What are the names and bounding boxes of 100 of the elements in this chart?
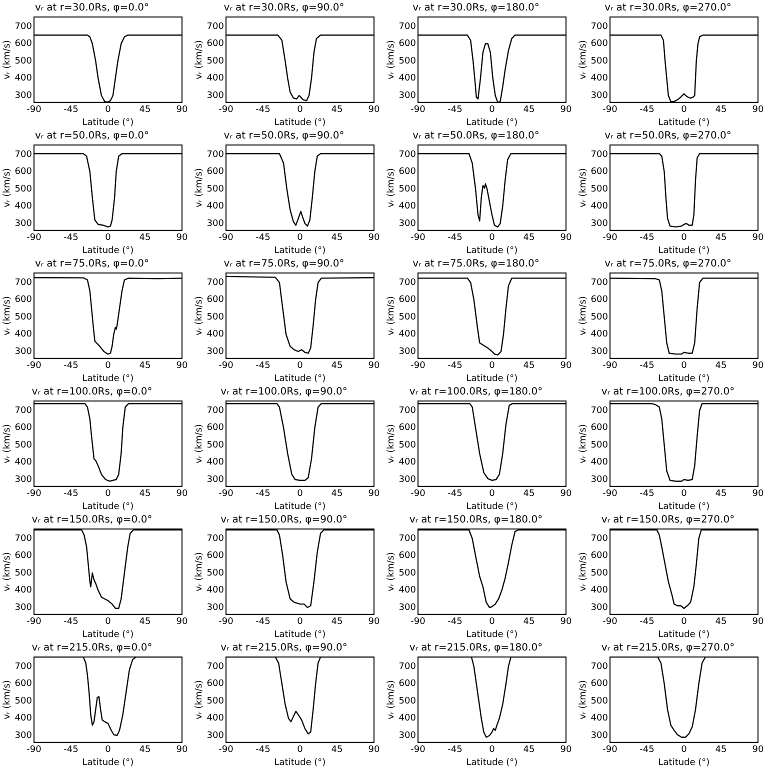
y-axis-title: vᵣ (km/s) xyxy=(2,552,13,592)
x-axis-title: Latitude (°) xyxy=(466,630,518,640)
y-tick-label: 500 xyxy=(590,568,608,578)
y-tick-label: 400 xyxy=(590,74,608,84)
x-tick-label: 0 xyxy=(297,617,304,628)
y-tick-label: 700 xyxy=(398,534,416,544)
chart-title: vᵣ at r=215.0Rs, φ=0.0° xyxy=(32,642,152,654)
y-tick-label: 400 xyxy=(590,330,608,340)
y-tick-label: 400 xyxy=(398,74,416,84)
x-tick-label: 0 xyxy=(681,617,688,628)
x-tick-label: 45 xyxy=(715,617,727,628)
x-tick-label: -45 xyxy=(448,105,462,116)
y-axis-title: vᵣ (km/s) xyxy=(2,680,13,720)
y-tick-label: 600 xyxy=(206,551,224,562)
x-tick-label: 45 xyxy=(523,745,535,756)
y-tick-label: 600 xyxy=(14,295,32,306)
y-tick-label: 500 xyxy=(398,568,416,578)
y-tick-label: 300 xyxy=(590,90,608,101)
y-tick-label: 500 xyxy=(590,56,608,66)
x-tick-label: -90 xyxy=(26,233,42,244)
y-tick-label: 500 xyxy=(398,696,416,706)
x-axis-title: Latitude (°) xyxy=(82,374,134,384)
y-tick-label: 700 xyxy=(14,406,32,416)
y-tick-label: 700 xyxy=(398,22,416,32)
x-tick-label: -45 xyxy=(256,233,270,244)
y-tick-label: 700 xyxy=(14,534,32,544)
y-tick-label: 600 xyxy=(14,39,32,50)
y-tick-label: 400 xyxy=(206,458,224,468)
x-tick-label: 45 xyxy=(715,745,727,756)
y-tick-label: 600 xyxy=(590,167,608,178)
y-tick-label: 400 xyxy=(206,586,224,596)
y-tick-label: 700 xyxy=(206,662,224,672)
y-tick-label: 500 xyxy=(206,696,224,706)
y-tick-label: 700 xyxy=(14,278,32,288)
x-tick-label: -45 xyxy=(640,233,654,244)
y-tick-label: 500 xyxy=(206,312,224,322)
y-tick-label: 300 xyxy=(398,346,416,357)
x-axis-title: Latitude (°) xyxy=(658,118,710,128)
x-tick-label: 0 xyxy=(681,233,688,244)
x-tick-label: 45 xyxy=(715,105,727,116)
x-axis-title: Latitude (°) xyxy=(274,374,326,384)
x-tick-label: -45 xyxy=(64,745,78,756)
x-tick-label: -90 xyxy=(602,489,618,500)
y-axis-title: vᵣ (km/s) xyxy=(386,424,397,464)
y-axis-title: vᵣ (km/s) xyxy=(578,424,589,464)
y-tick-label: 300 xyxy=(206,90,224,101)
x-tick-label: 0 xyxy=(489,105,496,116)
x-axis-title: Latitude (°) xyxy=(658,246,710,256)
y-tick-label: 300 xyxy=(398,602,416,613)
y-tick-label: 500 xyxy=(14,696,32,706)
x-tick-label: 0 xyxy=(489,233,496,244)
y-tick-label: 700 xyxy=(206,406,224,416)
x-axis-title: Latitude (°) xyxy=(274,630,326,640)
y-axis-title: vᵣ (km/s) xyxy=(578,552,589,592)
x-tick-label: -90 xyxy=(218,489,234,500)
x-tick-label: -90 xyxy=(26,617,42,628)
x-tick-label: 45 xyxy=(331,233,343,244)
y-tick-label: 700 xyxy=(590,278,608,288)
x-tick-label: 45 xyxy=(139,105,151,116)
x-tick-label: 45 xyxy=(523,233,535,244)
y-tick-label: 600 xyxy=(206,423,224,434)
y-axis-title: vᵣ (km/s) xyxy=(386,296,397,336)
y-tick-label: 500 xyxy=(398,440,416,450)
y-tick-label: 600 xyxy=(398,295,416,306)
y-tick-label: 300 xyxy=(398,730,416,741)
x-tick-label: -45 xyxy=(256,105,270,116)
x-tick-label: 0 xyxy=(105,361,112,372)
x-tick-label: 45 xyxy=(523,361,535,372)
x-axis-title: Latitude (°) xyxy=(274,758,326,768)
y-tick-label: 400 xyxy=(14,330,32,340)
x-tick-label: -45 xyxy=(448,745,462,756)
x-axis-title: Latitude (°) xyxy=(466,374,518,384)
x-tick-label: -45 xyxy=(64,617,78,628)
x-tick-label: -90 xyxy=(410,617,426,628)
chart-title: vᵣ at r=150.0Rs, φ=180.0° xyxy=(409,514,543,526)
x-tick-label: 45 xyxy=(139,361,151,372)
chart-title: vᵣ at r=100.0Rs, φ=0.0° xyxy=(32,386,152,398)
y-tick-label: 400 xyxy=(398,330,416,340)
x-tick-label: -90 xyxy=(218,745,234,756)
y-tick-label: 700 xyxy=(398,406,416,416)
y-tick-label: 500 xyxy=(398,312,416,322)
chart-title: vᵣ at r=30.0Rs, φ=0.0° xyxy=(34,2,150,14)
x-tick-label: 0 xyxy=(105,617,112,628)
x-tick-label: -90 xyxy=(410,105,426,116)
y-tick-label: 400 xyxy=(398,458,416,468)
x-tick-label: 0 xyxy=(297,361,304,372)
y-tick-label: 600 xyxy=(398,167,416,178)
x-tick-label: 45 xyxy=(523,489,535,500)
y-tick-label: 600 xyxy=(590,679,608,690)
x-tick-label: 90 xyxy=(752,233,764,244)
x-tick-label: 90 xyxy=(368,489,380,500)
x-tick-label: 45 xyxy=(523,105,535,116)
x-tick-label: -90 xyxy=(26,745,42,756)
x-tick-label: -45 xyxy=(64,489,78,500)
x-tick-label: -90 xyxy=(218,617,234,628)
x-tick-label: 90 xyxy=(176,617,188,628)
x-axis-title: Latitude (°) xyxy=(466,758,518,768)
x-tick-label: 90 xyxy=(368,105,380,116)
chart-title: vᵣ at r=75.0Rs, φ=270.0° xyxy=(604,258,732,270)
y-tick-label: 400 xyxy=(398,714,416,724)
